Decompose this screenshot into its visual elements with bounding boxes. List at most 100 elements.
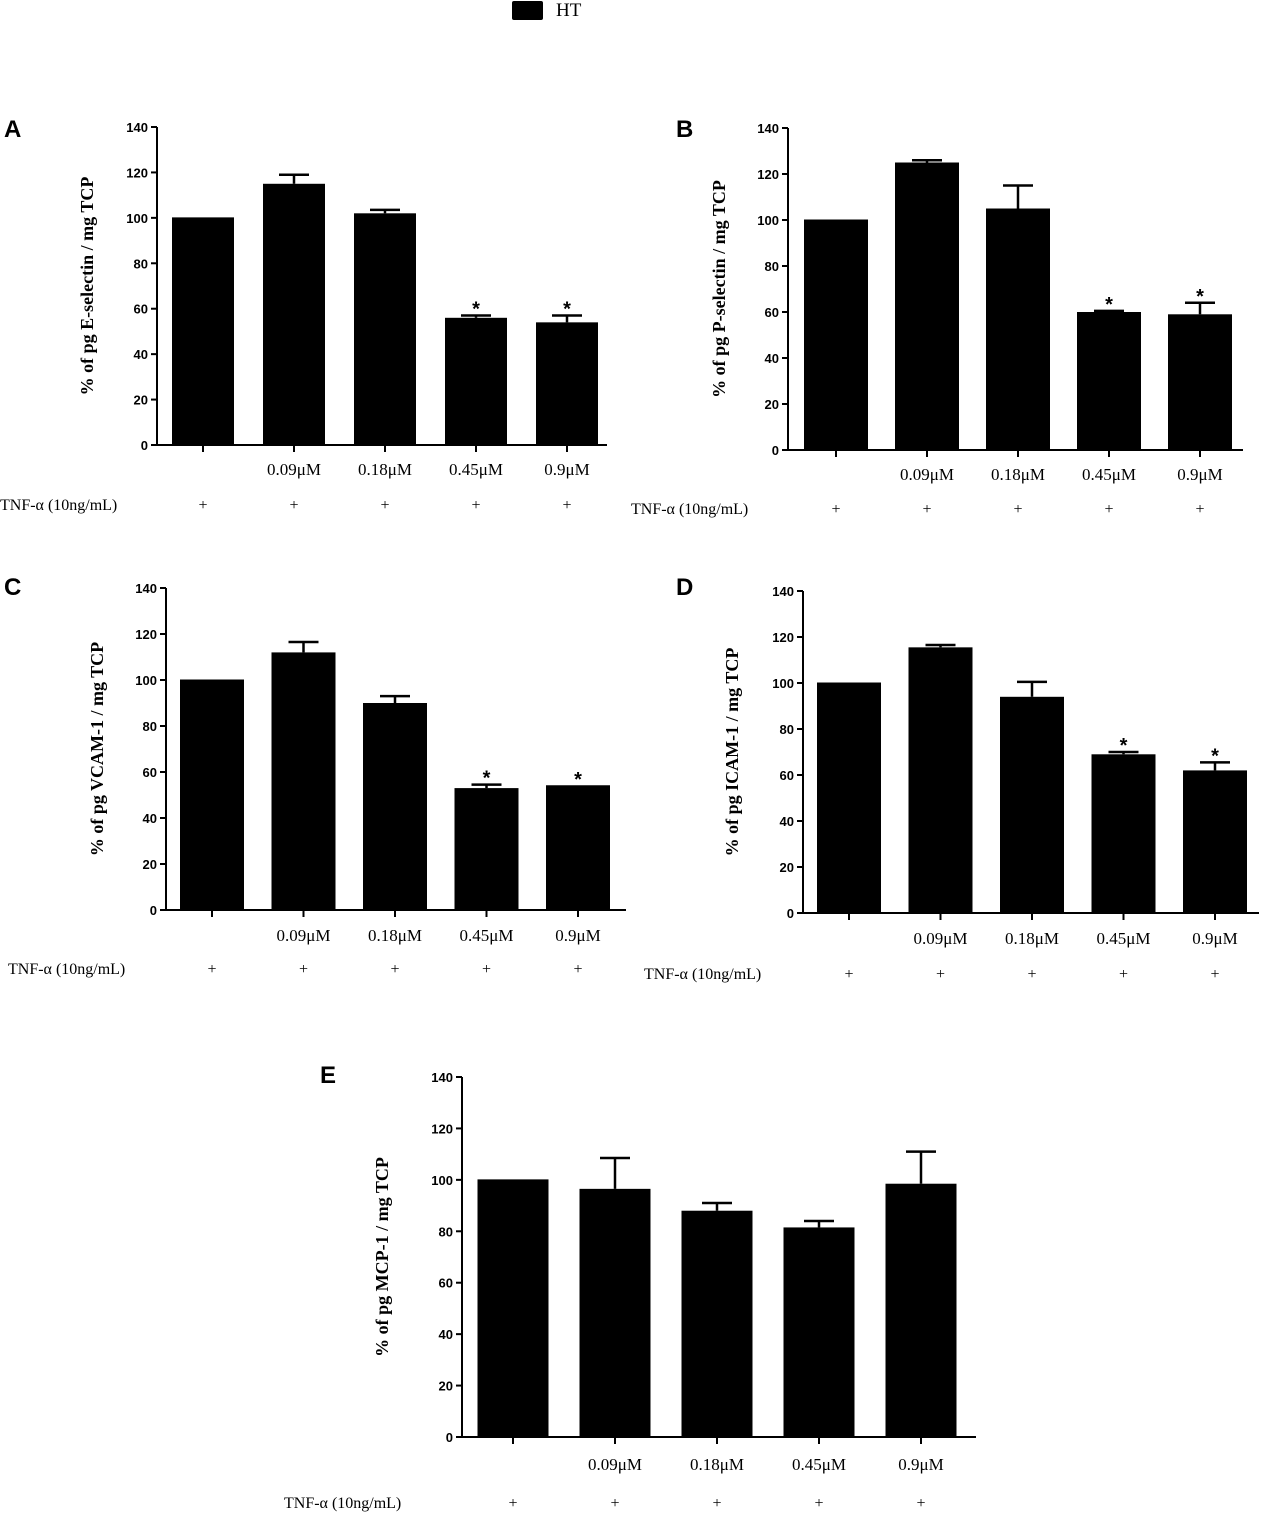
panel-a-category-label: 0.45μM [449, 460, 503, 479]
panel-a-category-label: 0.18μM [358, 460, 412, 479]
panel-b-significance-mark: * [1105, 294, 1113, 316]
panel-d-category-label: 0.09μM [914, 929, 968, 948]
panel-c-significance-mark: * [574, 769, 582, 791]
panel-e-ytick-label: 0 [446, 1430, 453, 1445]
panel-d-treatment-mark: + [936, 966, 945, 983]
panel-b-ytick-label: 140 [757, 121, 779, 136]
panel-c-ytick-label: 20 [143, 857, 157, 872]
panel-d-ytick-label: 0 [787, 906, 794, 921]
panel-c-treatment-mark: + [573, 961, 582, 978]
panel-d-bar [908, 647, 973, 913]
panel-a-treatment-mark: + [562, 497, 571, 514]
panel-b-treatment-mark: + [831, 501, 840, 518]
panel-d-ytick-label: 20 [780, 860, 794, 875]
panel-a-treatment-mark: + [289, 497, 298, 514]
panel-e-y-axis-label: % of pg MCP-1 / mg TCP [372, 1157, 392, 1357]
panel-d-ytick-label: 60 [780, 768, 794, 783]
panel-a-bar [445, 317, 507, 445]
panel-a-ytick-label: 100 [126, 211, 148, 226]
panel-e-category-label: 0.9μM [898, 1455, 943, 1474]
panel-e-letter: E [320, 1062, 336, 1089]
panel-c-bar [363, 703, 427, 910]
panel-d-y-axis-label: % of pg ICAM-1 / mg TCP [722, 648, 742, 857]
panel-a-treatment-label: TNF-α (10ng/mL) [0, 497, 117, 514]
panel-b-bar [804, 220, 868, 450]
panel-b-significance-mark: * [1196, 286, 1204, 308]
panel-b-ytick-label: 20 [765, 397, 779, 412]
panel-a-treatment-mark: + [380, 497, 389, 514]
panel-e-ytick-label: 140 [431, 1070, 453, 1085]
panel-e-category-label: 0.18μM [690, 1455, 744, 1474]
panel-b-bar [1077, 312, 1141, 450]
panel-e-ytick-label: 100 [431, 1173, 453, 1188]
panel-c-y-axis-label: % of pg VCAM-1 / mg TCP [87, 642, 107, 856]
panel-c-treatment-label: TNF-α (10ng/mL) [8, 961, 125, 978]
panel-d-treatment-mark: + [1210, 966, 1219, 983]
panel-b-ytick-label: 120 [757, 167, 779, 182]
panel-c-treatment-mark: + [207, 961, 216, 978]
panel-a-bar [354, 213, 416, 445]
panel-b-ytick-label: 100 [757, 213, 779, 228]
panel-c-treatment-mark: + [390, 961, 399, 978]
panel-c-ytick-label: 60 [143, 765, 157, 780]
panel-e-category-label: 0.45μM [792, 1455, 846, 1474]
panel-e-treatment-label: TNF-α (10ng/mL) [284, 1495, 401, 1512]
panel-d-bar [817, 683, 881, 913]
panel-e-bar [579, 1188, 651, 1437]
panel-d-category-label: 0.9μM [1192, 929, 1237, 948]
panel-b-treatment-mark: + [1195, 501, 1204, 518]
panel-b-category-label: 0.18μM [991, 465, 1045, 484]
panel-a-significance-mark: * [472, 299, 480, 321]
panel-e-treatment-mark: + [712, 1495, 721, 1512]
panel-b-category-label: 0.09μM [900, 465, 954, 484]
panel-e-treatment-mark: + [916, 1495, 925, 1512]
panel-b-treatment-label: TNF-α (10ng/mL) [631, 501, 748, 518]
panel-a-ytick-label: 20 [134, 393, 148, 408]
panel-d-category-label: 0.18μM [1005, 929, 1059, 948]
panel-e-bar [783, 1227, 855, 1437]
panel-c-treatment-mark: + [299, 961, 308, 978]
panel-b-treatment-mark: + [922, 501, 931, 518]
panel-c-ytick-label: 100 [135, 673, 157, 688]
panel-a-y-axis-label: % of pg E-selectin / mg TCP [77, 177, 97, 396]
panel-b-y-axis-label: % of pg P-selectin / mg TCP [709, 180, 729, 398]
panel-d-significance-mark: * [1211, 745, 1219, 767]
panel-d-bar [1091, 754, 1156, 913]
panel-a-bar [172, 217, 234, 445]
panel-d-ytick-label: 120 [772, 630, 794, 645]
panel-d-letter: D [676, 574, 693, 601]
panel-c-bar [454, 788, 519, 910]
panel-b-category-label: 0.45μM [1082, 465, 1136, 484]
panel-b-ytick-label: 40 [765, 351, 779, 366]
panel-d-ytick-label: 140 [772, 584, 794, 599]
panel-e-ytick-label: 20 [439, 1379, 453, 1394]
panel-c-significance-mark: * [483, 768, 491, 790]
panel-a-ytick-label: 120 [126, 165, 148, 180]
panel-c-category-label: 0.9μM [555, 926, 600, 945]
panel-b-category-label: 0.9μM [1177, 465, 1222, 484]
panel-e-treatment-mark: + [508, 1495, 517, 1512]
panel-c-ytick-label: 120 [135, 627, 157, 642]
panel-e-ytick-label: 120 [431, 1121, 453, 1136]
panel-d-bar [1183, 770, 1247, 913]
panel-b-ytick-label: 0 [772, 443, 779, 458]
panel-a-letter: A [4, 116, 21, 143]
panel-a-treatment-mark: + [198, 497, 207, 514]
panel-b-treatment-mark: + [1013, 501, 1022, 518]
panel-c-bar [180, 680, 244, 910]
panel-d-treatment-mark: + [1119, 966, 1128, 983]
legend-swatch-ht [512, 1, 543, 20]
panel-a-bar [536, 322, 598, 445]
panel-e-category-label: 0.09μM [588, 1455, 642, 1474]
panel-a-category-label: 0.09μM [267, 460, 321, 479]
panel-a-significance-mark: * [563, 299, 571, 321]
panel-a-ytick-label: 80 [134, 256, 148, 271]
panel-e-treatment-mark: + [814, 1495, 823, 1512]
panel-b-bar [986, 208, 1050, 450]
panel-d-treatment-mark: + [844, 966, 853, 983]
panel-d-category-label: 0.45μM [1097, 929, 1151, 948]
panel-a-treatment-mark: + [471, 497, 480, 514]
panel-b-letter: B [676, 116, 693, 143]
